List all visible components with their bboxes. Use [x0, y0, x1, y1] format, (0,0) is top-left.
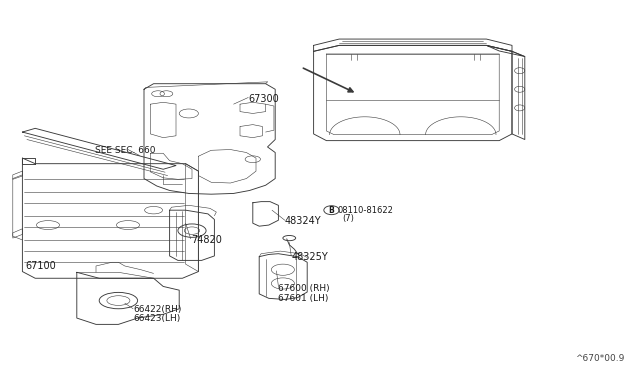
Text: 67100: 67100: [26, 261, 56, 271]
Text: ^670*00.9: ^670*00.9: [575, 354, 624, 363]
Text: SEE SEC. 660: SEE SEC. 660: [95, 146, 156, 155]
Text: 66422(RH): 66422(RH): [133, 305, 182, 314]
Text: 48324Y: 48324Y: [285, 217, 321, 226]
Text: (7): (7): [342, 214, 355, 223]
Text: B: B: [329, 206, 334, 215]
Text: 67601 (LH): 67601 (LH): [278, 294, 329, 303]
Text: 66423(LH): 66423(LH): [133, 314, 180, 323]
Text: 67300: 67300: [248, 94, 279, 103]
Text: 08110-81622: 08110-81622: [338, 206, 394, 215]
Text: 48325Y: 48325Y: [291, 252, 328, 262]
Text: 74820: 74820: [191, 235, 221, 245]
Text: 67600 (RH): 67600 (RH): [278, 284, 330, 293]
